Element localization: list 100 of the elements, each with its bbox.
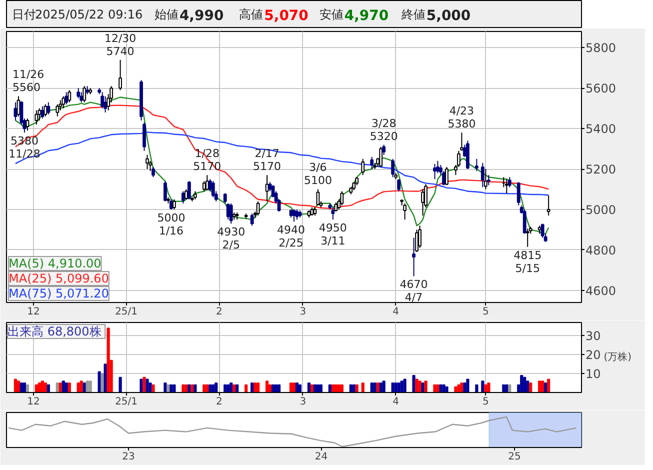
candlestick: [486, 174, 490, 186]
x-tick-label: 23: [122, 452, 135, 462]
candlestick: [370, 156, 374, 170]
candlestick: [391, 158, 395, 178]
candlestick: [522, 208, 526, 234]
bar: [391, 382, 394, 392]
bar: [26, 384, 30, 392]
annotation: 4940 2/25: [277, 224, 306, 250]
candlestick: [540, 223, 544, 238]
candlestick: [474, 158, 478, 172]
x-tick-label: 2: [216, 396, 222, 408]
bar: [194, 384, 197, 392]
bar: [268, 384, 272, 392]
annotation: 4950 3/11: [318, 222, 347, 248]
candlestick: [295, 208, 299, 220]
bar: [349, 384, 352, 392]
bar: [100, 373, 104, 392]
bar: [148, 382, 152, 392]
bar: [164, 382, 167, 392]
bar: [146, 378, 149, 392]
candlestick: [34, 110, 38, 126]
bar: [547, 378, 550, 392]
bar: [250, 382, 254, 392]
bar: [232, 384, 236, 392]
bar: [88, 380, 92, 392]
y-axis-title: (万株): [604, 351, 632, 363]
candlestick: [460, 132, 464, 152]
annotation: 4930 2/5: [217, 226, 246, 252]
bar: [182, 384, 185, 392]
bar: [206, 384, 209, 392]
text: 始値: [154, 8, 178, 22]
y-tick-label: 5000: [586, 202, 616, 217]
bar: [412, 374, 416, 392]
bar: [328, 384, 332, 392]
bar: [166, 384, 170, 392]
text: 安値: [319, 8, 344, 22]
candlestick: [205, 174, 209, 191]
candlestick: [223, 192, 227, 204]
bar: [289, 382, 293, 392]
bar: [466, 378, 470, 392]
bar: [142, 376, 146, 392]
bar: [319, 384, 322, 392]
candlestick: [68, 90, 72, 103]
x-tick-label: 5: [482, 306, 489, 318]
annotation: 3/6 5100: [304, 161, 332, 188]
x-tick-label: 3: [300, 306, 306, 318]
candlestick: [484, 168, 488, 190]
x-tick-label: 12: [27, 306, 40, 318]
candlestick: [433, 163, 436, 180]
candlestick: [546, 194, 550, 216]
text: 4,970: [344, 8, 389, 24]
bar: [20, 382, 24, 392]
bar: [400, 380, 404, 392]
candlestick: [46, 102, 50, 115]
x-tick-label: 25/1: [115, 306, 138, 318]
annotation: 12/30 5740: [104, 32, 136, 58]
bar: [463, 382, 466, 392]
bar: [418, 380, 422, 392]
bar: [454, 386, 458, 392]
y-tick-label: 20: [586, 348, 601, 362]
bar: [68, 382, 71, 392]
bar: [484, 384, 488, 392]
bar: [14, 378, 18, 392]
bar: [481, 380, 484, 392]
annotation: 4/23 5380: [448, 104, 476, 131]
text: MA(75) 5,071.20: [8, 286, 109, 300]
y-tick-label: 5200: [586, 162, 616, 177]
candlestick: [334, 202, 338, 212]
text: 5,070: [264, 8, 309, 24]
candlestick: [445, 166, 448, 186]
candlestick: [44, 104, 48, 117]
candlestick: [418, 225, 422, 248]
bar: [460, 382, 464, 392]
candlestick: [504, 178, 508, 194]
bar: [230, 382, 233, 392]
y-tick-label: 5400: [586, 122, 616, 136]
bar: [170, 384, 173, 392]
bar: [188, 384, 191, 392]
bar: [508, 384, 512, 392]
bar: [224, 384, 227, 392]
bar: [376, 382, 380, 392]
bar: [424, 380, 428, 392]
text: 高値: [239, 8, 264, 22]
candlestick: [181, 190, 185, 204]
annotation: 4670 4/7: [400, 278, 428, 304]
text: 日付: [12, 8, 36, 22]
bar: [394, 382, 398, 392]
bar: [370, 382, 374, 392]
bar: [44, 382, 47, 392]
candlestick: [480, 162, 484, 188]
bar: [436, 384, 440, 392]
candlestick: [80, 92, 84, 103]
candlestick: [38, 108, 42, 121]
candlestick: [164, 180, 167, 202]
y-tick-label: 30: [586, 329, 601, 344]
x-tick-label: 24: [314, 452, 328, 462]
bar: [244, 384, 248, 392]
candlestick: [172, 198, 176, 210]
bar: [475, 384, 478, 392]
candlestick: [331, 206, 335, 220]
